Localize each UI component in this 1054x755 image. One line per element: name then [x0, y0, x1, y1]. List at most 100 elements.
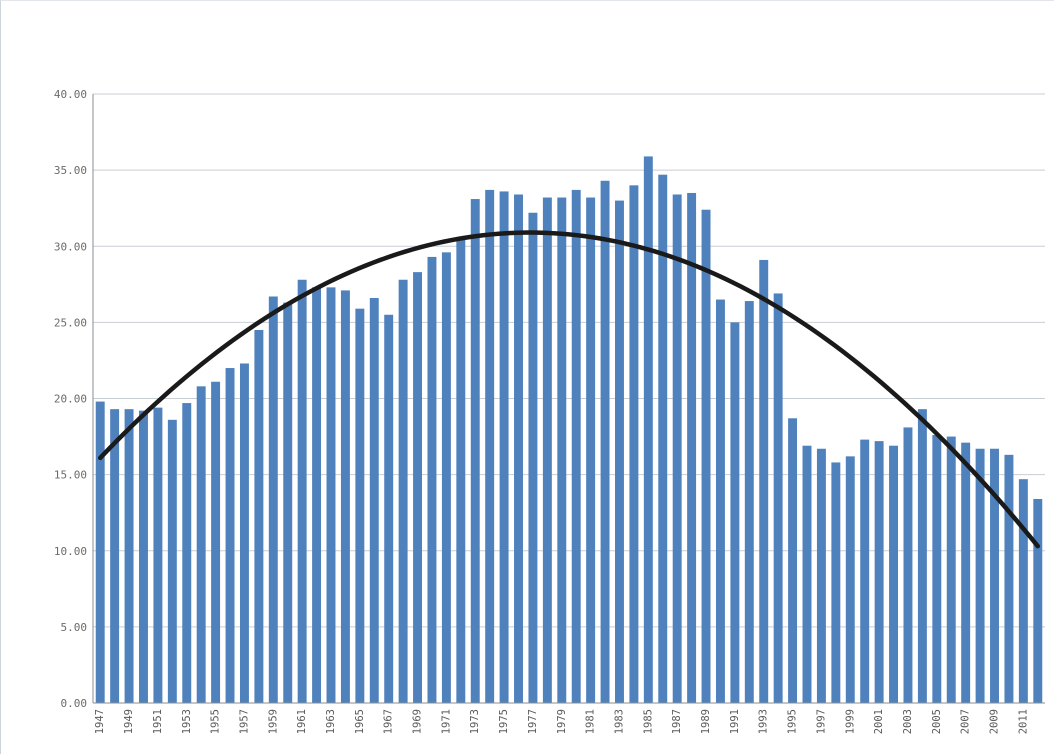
x-tick-label: 1951 [152, 709, 164, 734]
x-tick-label: 1993 [758, 709, 770, 734]
bar [932, 435, 942, 703]
x-tick-label: 1985 [642, 709, 654, 734]
y-tick-label: 20.00 [54, 393, 87, 406]
bar [831, 462, 841, 703]
bar [715, 299, 725, 703]
x-tick-label: 1973 [469, 709, 481, 734]
x-tick-label: 2001 [873, 709, 885, 734]
bar [903, 427, 913, 703]
bar [470, 199, 480, 704]
x-tick-label: 1995 [787, 709, 799, 734]
bar [643, 156, 653, 704]
y-tick-label: 30.00 [54, 240, 87, 253]
x-tick-label: 1997 [815, 709, 827, 734]
bar [384, 314, 394, 703]
y-tick-label: 25.00 [54, 316, 87, 329]
bar [629, 185, 639, 704]
bar [139, 410, 148, 703]
bar [788, 418, 798, 703]
x-tick-label: 1959 [267, 709, 279, 734]
x-tick-label: 1981 [585, 709, 597, 734]
y-tick-label: 5.00 [61, 621, 88, 634]
bar [485, 189, 495, 704]
bar [110, 409, 120, 703]
gridlines [93, 93, 1045, 704]
bar [802, 445, 812, 703]
bar [124, 409, 134, 703]
bar [946, 436, 956, 703]
bar [571, 189, 581, 704]
x-tick-label: 2007 [960, 709, 972, 734]
x-tick-label: 1965 [354, 709, 366, 734]
bar [326, 287, 336, 703]
bar [961, 442, 971, 703]
x-tick-label: 1987 [671, 709, 683, 734]
x-tick-label: 1977 [527, 709, 539, 734]
x-tick-label: 1949 [123, 709, 135, 734]
bar [557, 197, 567, 703]
bar [701, 209, 711, 703]
bar [586, 197, 596, 703]
bar [355, 308, 365, 703]
bar [730, 322, 740, 704]
bar [95, 401, 105, 703]
x-tick-label: 2011 [1017, 709, 1029, 734]
y-tick-label: 0.00 [61, 697, 88, 710]
y-axis-ticks: 0.00 5.00 10.00 15.00 20.00 25.00 30.00 35.00 40… [54, 88, 87, 710]
x-axis-ticks: 1947 1949 1951 1953 1955 1957 1959 1961 1963 1965… [94, 709, 1029, 734]
bar [990, 448, 999, 703]
bar [312, 287, 322, 703]
x-tick-label: 1955 [210, 709, 222, 734]
bar [658, 174, 668, 703]
bar [239, 363, 249, 703]
bar [514, 194, 523, 704]
bar [283, 302, 293, 703]
bar [845, 456, 855, 703]
x-tick-label: 2009 [989, 709, 1001, 734]
y-tick-label: 40.00 [54, 88, 87, 101]
bar [615, 200, 624, 703]
bar [369, 298, 379, 703]
bar [297, 279, 307, 703]
axes [92, 94, 1045, 704]
bar [816, 448, 826, 703]
x-tick-label: 1969 [412, 709, 424, 734]
y-tick-label: 10.00 [54, 545, 87, 558]
x-tick-label: 2003 [902, 709, 914, 734]
bar [225, 368, 235, 703]
bar [889, 445, 899, 703]
x-tick-label: 1979 [556, 709, 568, 734]
bar [1018, 479, 1028, 703]
bar [874, 441, 884, 703]
bar [456, 238, 466, 703]
bar [860, 439, 870, 703]
bar [1033, 498, 1043, 703]
x-tick-label: 1971 [440, 709, 452, 734]
x-tick-label: 1975 [498, 709, 510, 734]
bar [167, 419, 177, 703]
bar [254, 329, 264, 703]
bar [600, 180, 610, 703]
bar [687, 192, 697, 703]
bar [153, 407, 163, 703]
y-tick-label: 15.00 [54, 469, 87, 482]
x-tick-label: 1989 [700, 709, 712, 734]
bars [95, 156, 1043, 704]
bar [744, 301, 754, 703]
bar [917, 409, 927, 703]
bar [441, 252, 451, 703]
x-tick-label: 1961 [296, 709, 308, 734]
x-tick-label: 1953 [181, 709, 193, 734]
bar [759, 259, 769, 703]
x-tick-label: 1983 [613, 709, 625, 734]
x-tick-label: 1963 [325, 709, 337, 734]
bar [773, 293, 783, 703]
x-tick-label: 2005 [931, 709, 943, 734]
bar [182, 403, 192, 703]
bar [268, 296, 278, 703]
trend-line [97, 230, 1041, 549]
bar [340, 290, 350, 703]
trend-curve [97, 230, 1041, 549]
